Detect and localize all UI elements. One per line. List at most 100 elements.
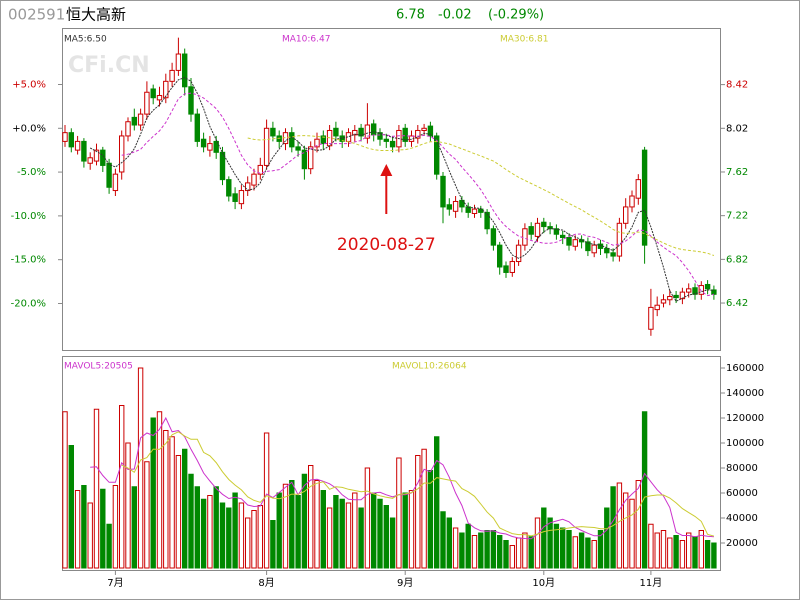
price-tick-label: 7.22 bbox=[726, 211, 748, 222]
volume-bar bbox=[87, 502, 93, 569]
volume-bar bbox=[257, 505, 264, 569]
volume-bar bbox=[213, 486, 219, 569]
volume-bar bbox=[194, 486, 201, 569]
candle-body bbox=[465, 206, 471, 213]
candle-body bbox=[604, 247, 610, 254]
candle-body bbox=[232, 193, 238, 202]
price-tick-label: 6.82 bbox=[726, 254, 748, 265]
volume-bar bbox=[188, 473, 194, 569]
volume-bar bbox=[289, 480, 295, 569]
volume-tick-label: 100000 bbox=[726, 438, 764, 449]
candle-body bbox=[194, 113, 201, 142]
volume-bar bbox=[156, 411, 163, 569]
candle-body bbox=[515, 244, 522, 263]
volume-bar bbox=[421, 448, 427, 569]
candle-body bbox=[427, 125, 434, 137]
candle-body bbox=[207, 143, 213, 151]
candle-body bbox=[100, 149, 106, 166]
month-label: 9月 bbox=[397, 577, 413, 589]
volume-bar bbox=[610, 486, 616, 569]
candle-body bbox=[440, 175, 446, 208]
volume-bar bbox=[263, 432, 270, 569]
pct-tick-label: -5.0% bbox=[17, 167, 46, 178]
candle-body bbox=[623, 206, 629, 224]
volume-bar bbox=[528, 536, 534, 569]
ma-label: MA30:6.81 bbox=[500, 35, 548, 45]
volume-bar bbox=[604, 507, 610, 569]
candle-body bbox=[459, 199, 465, 208]
volume-bar bbox=[150, 417, 156, 569]
volume-bar bbox=[629, 498, 635, 569]
volume-bar bbox=[541, 507, 547, 569]
candle-body bbox=[490, 228, 497, 246]
candle-body bbox=[131, 116, 138, 126]
candle-body bbox=[200, 138, 207, 148]
candle-body bbox=[301, 149, 308, 170]
quote-change-pct: (-0.29%) bbox=[488, 8, 544, 23]
volume-bar bbox=[333, 495, 339, 569]
ma-line bbox=[121, 92, 715, 297]
volume-bar bbox=[667, 537, 673, 569]
candle-body bbox=[629, 195, 635, 208]
candle-body bbox=[471, 208, 478, 214]
watermark: CFi.CN bbox=[68, 53, 150, 78]
volume-bar bbox=[137, 367, 144, 569]
volume-bar bbox=[232, 492, 238, 569]
volume-bar bbox=[377, 498, 383, 569]
pct-tick-label: +5.0% bbox=[12, 79, 46, 90]
volume-bar bbox=[648, 523, 654, 569]
candle-body bbox=[616, 222, 623, 257]
volume-tick-label: 120000 bbox=[726, 413, 764, 424]
candle-body bbox=[175, 53, 182, 71]
volume-tick-label: 60000 bbox=[726, 488, 758, 499]
volume-bar bbox=[509, 545, 516, 569]
volume-bar bbox=[572, 536, 578, 569]
volume-bar bbox=[641, 411, 648, 569]
candle-body bbox=[87, 157, 93, 164]
volume-bar bbox=[427, 470, 434, 569]
volume-bar bbox=[182, 448, 188, 569]
volume-bar bbox=[711, 542, 717, 569]
candle-body bbox=[270, 127, 276, 137]
price-tick-label: 8.02 bbox=[726, 123, 748, 134]
candle-body bbox=[497, 244, 503, 268]
candle-body bbox=[371, 123, 377, 136]
candle-body bbox=[226, 179, 232, 197]
volume-bar bbox=[704, 540, 711, 569]
pct-tick-label: +0.0% bbox=[12, 123, 46, 134]
pct-tick-label: -10.0% bbox=[11, 211, 46, 222]
volume-tick-label: 40000 bbox=[726, 513, 758, 524]
volume-bar bbox=[352, 492, 358, 569]
candle-body bbox=[553, 228, 560, 235]
volume-bar bbox=[459, 532, 465, 569]
candle-body bbox=[541, 221, 547, 228]
volume-bar bbox=[522, 532, 528, 569]
candle-body bbox=[169, 69, 175, 82]
candle-body bbox=[434, 135, 440, 175]
candle-body bbox=[572, 239, 578, 247]
volume-bar bbox=[112, 485, 119, 569]
volume-bar bbox=[320, 490, 327, 569]
volume-bar bbox=[358, 507, 364, 569]
vol-ma-label: MAVOL10:26064 bbox=[392, 362, 467, 372]
month-label: 8月 bbox=[258, 577, 274, 589]
pct-tick-label: -20.0% bbox=[11, 298, 46, 309]
volume-bar bbox=[679, 540, 686, 569]
candle-body bbox=[667, 295, 673, 301]
candle-body bbox=[333, 127, 339, 137]
volume-bar bbox=[308, 465, 314, 569]
volume-bar bbox=[515, 537, 522, 569]
candle-body bbox=[144, 91, 150, 115]
pct-tick-label: -15.0% bbox=[11, 255, 46, 266]
price-tick-label: 8.42 bbox=[726, 80, 748, 91]
price-tick-label: 7.62 bbox=[726, 167, 748, 178]
candle-body bbox=[522, 228, 528, 246]
volume-bar bbox=[566, 530, 572, 569]
candle-body bbox=[503, 265, 509, 273]
candle-body bbox=[591, 244, 597, 254]
candle-body bbox=[156, 95, 163, 101]
candle-body bbox=[150, 88, 156, 99]
candle-body bbox=[219, 151, 226, 181]
candle-body bbox=[263, 127, 270, 166]
candle-body bbox=[534, 222, 541, 237]
